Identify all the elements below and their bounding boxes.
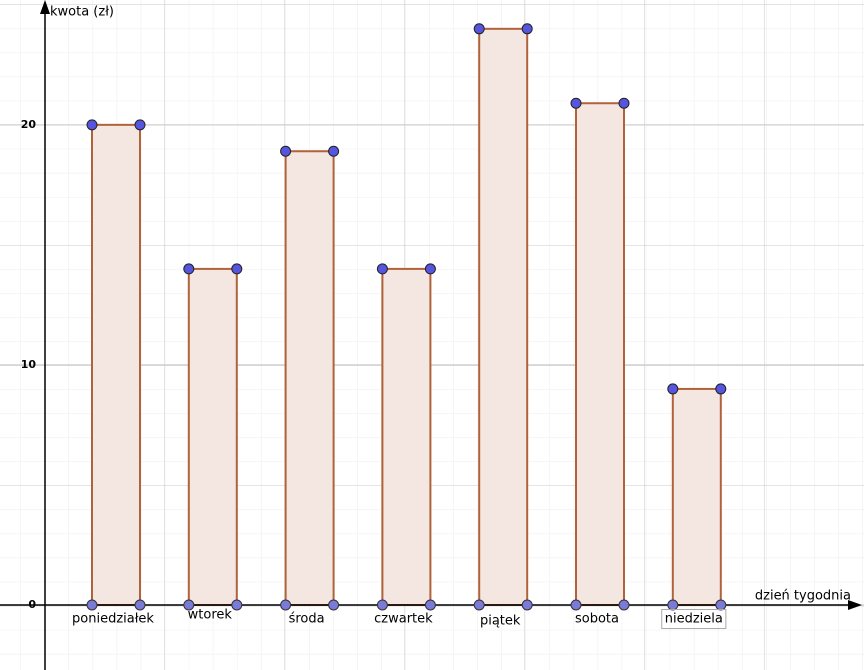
- y-axis-arrow: [40, 0, 50, 14]
- bar: [671, 387, 722, 606]
- top-point: [570, 97, 582, 109]
- top-point: [86, 119, 98, 131]
- base-point: [618, 599, 630, 611]
- y-tick-label: 20: [21, 118, 37, 131]
- base-point: [280, 599, 292, 611]
- base-point: [715, 599, 727, 611]
- top-point: [715, 383, 727, 395]
- top-point: [667, 383, 679, 395]
- base-point: [231, 599, 243, 611]
- top-point: [473, 23, 485, 35]
- x-tick-label: czwartek: [374, 612, 433, 627]
- x-tick-label: sobota: [575, 612, 619, 627]
- y-axis-label: kwota (zł): [50, 5, 114, 20]
- base-point: [86, 599, 98, 611]
- x-tick-label: piątek: [480, 614, 521, 629]
- x-tick-label: środa: [289, 612, 325, 627]
- base-point: [183, 599, 195, 611]
- top-point: [618, 97, 630, 109]
- y-tick-label: 10: [21, 358, 37, 371]
- label-box: [661, 609, 727, 629]
- points-group: [86, 23, 727, 611]
- top-point: [424, 263, 436, 275]
- bar: [575, 102, 625, 606]
- base-point: [521, 599, 533, 611]
- base-point: [667, 599, 679, 611]
- top-point: [231, 263, 243, 275]
- base-point: [328, 599, 340, 611]
- top-point: [328, 145, 340, 157]
- base-point: [570, 599, 582, 611]
- x-axis-arrow: [848, 600, 862, 610]
- base-point: [424, 599, 436, 611]
- bar: [284, 150, 335, 606]
- bars-group: [91, 27, 722, 607]
- x-tick-label: niedziela: [665, 612, 723, 627]
- top-point: [134, 119, 146, 131]
- bar: [381, 267, 432, 606]
- top-point: [280, 145, 292, 157]
- x-tick-label: wtorek: [188, 608, 233, 623]
- top-point: [521, 23, 533, 35]
- base-point: [134, 599, 146, 611]
- x-tick-label: poniedziałek: [72, 612, 154, 627]
- y-tick-label: 0: [28, 598, 36, 611]
- top-point: [376, 263, 388, 275]
- base-point: [376, 599, 388, 611]
- bar: [91, 123, 141, 606]
- bar: [187, 267, 238, 606]
- bar: [478, 27, 529, 607]
- top-point: [183, 263, 195, 275]
- x-axis-label: dzień tygodnia: [755, 589, 851, 604]
- base-point: [473, 599, 485, 611]
